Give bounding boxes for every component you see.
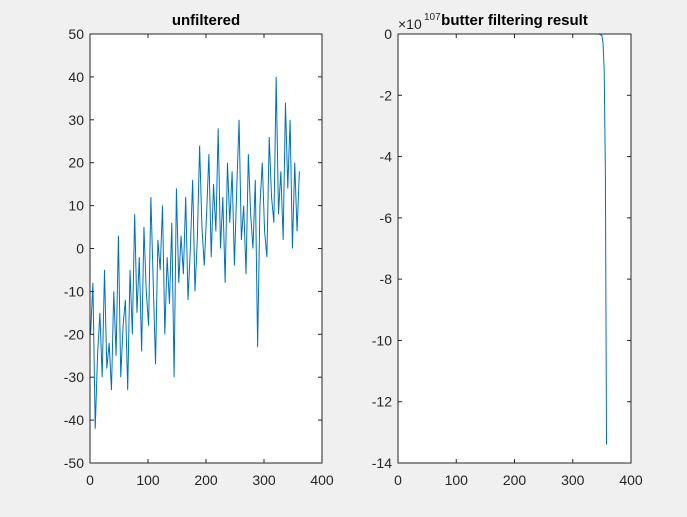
x-tick-label: 0	[86, 472, 94, 488]
y-tick-label: -10	[64, 283, 84, 299]
chart-title: butter filtering result	[441, 12, 588, 29]
y-tick-label: -8	[380, 271, 393, 287]
y-multiplier: ×10	[398, 16, 422, 32]
data-line	[90, 76, 300, 429]
x-tick-label: 0	[394, 472, 402, 488]
x-tick-label: 300	[252, 472, 276, 488]
x-tick-label: 100	[445, 472, 469, 488]
y-tick-label: -6	[380, 210, 393, 226]
x-tick-label: 400	[310, 472, 334, 488]
x-tick-label: 100	[136, 472, 160, 488]
y-tick-label: -14	[372, 455, 392, 471]
chart-title: unfiltered	[172, 12, 240, 29]
y-tick-label: -12	[372, 394, 392, 410]
y-tick-label: -4	[380, 149, 393, 165]
y-tick-label: 50	[68, 26, 84, 42]
x-tick-label: 200	[503, 472, 527, 488]
axes-background	[90, 34, 322, 463]
y-tick-label: -40	[64, 412, 84, 428]
y-tick-label: 0	[384, 26, 392, 42]
x-tick-label: 300	[561, 472, 585, 488]
y-tick-label: -20	[64, 326, 84, 342]
y-multiplier-exponent: 107	[424, 12, 441, 23]
y-tick-label: 20	[68, 155, 84, 171]
x-tick-label: 400	[619, 472, 643, 488]
y-tick-label: 40	[68, 69, 84, 85]
y-tick-label: 0	[76, 241, 84, 257]
y-tick-label: 10	[68, 198, 84, 214]
y-tick-label: -10	[372, 332, 392, 348]
y-tick-label: -30	[64, 369, 84, 385]
y-tick-label: 30	[68, 112, 84, 128]
y-tick-label: -2	[380, 87, 393, 103]
y-tick-label: -50	[64, 455, 84, 471]
axes-background	[398, 34, 631, 463]
x-tick-label: 200	[194, 472, 218, 488]
